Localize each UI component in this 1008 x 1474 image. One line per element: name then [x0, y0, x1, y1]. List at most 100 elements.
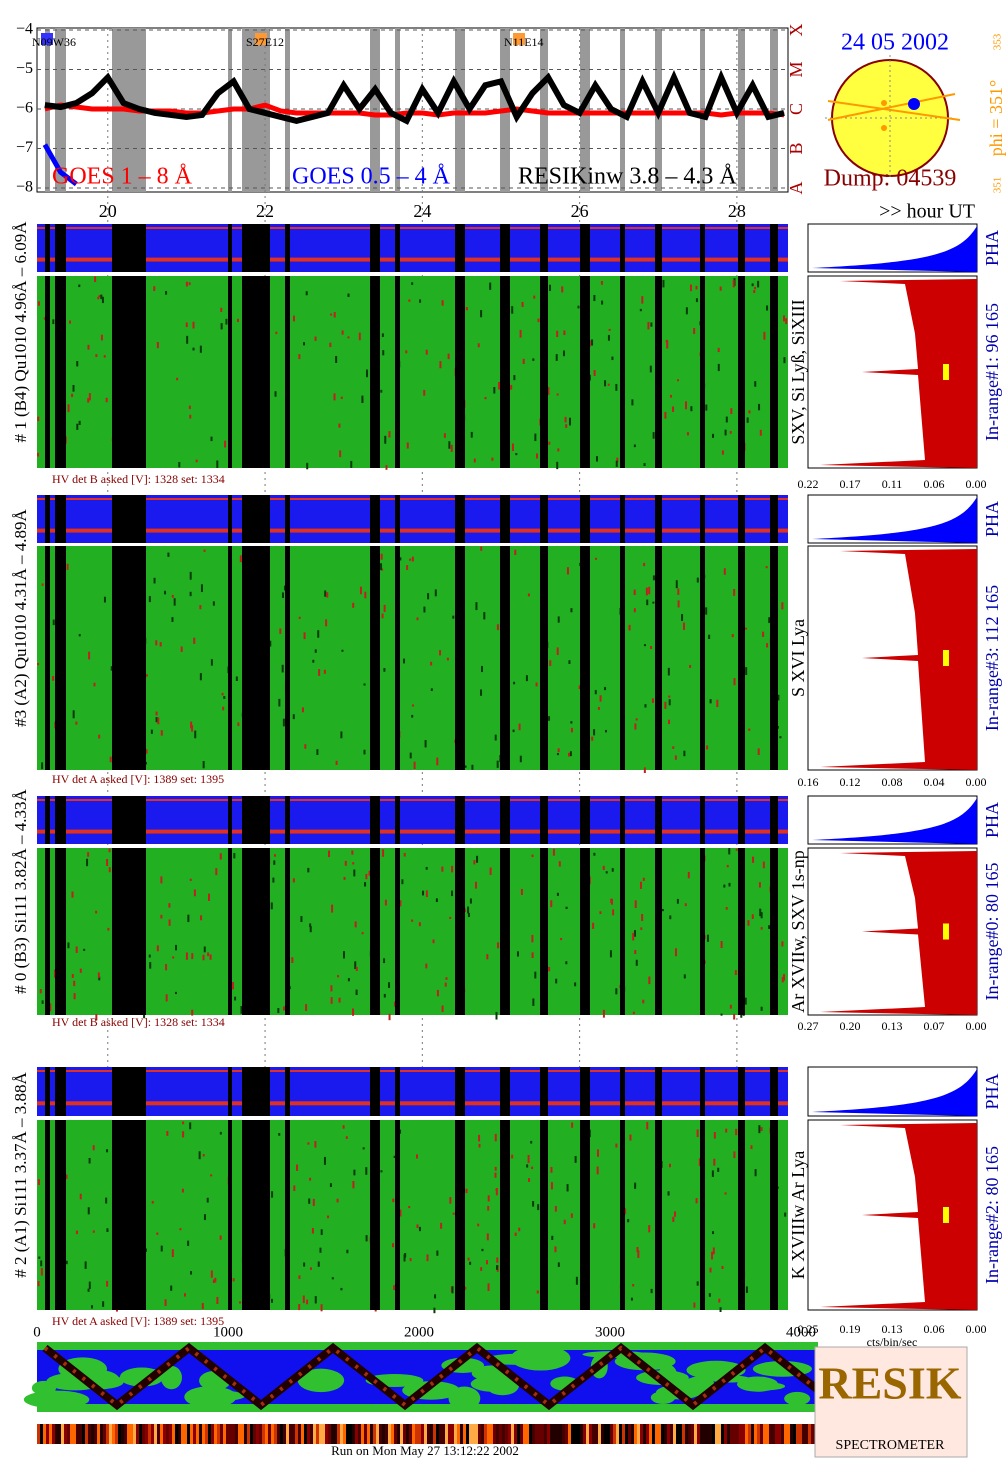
- noise-dot: [696, 577, 699, 583]
- color-strip: [202, 1424, 205, 1444]
- spectrum-tick-label: 0.16: [798, 775, 819, 789]
- noise-dot: [303, 342, 306, 346]
- noise-dot: [605, 729, 608, 733]
- gap-bar: [655, 848, 662, 1015]
- noise-dot: [484, 396, 487, 400]
- color-strip: [442, 1424, 445, 1444]
- noise-dot: [733, 1013, 736, 1020]
- spectrum-tick-label: 0.22: [798, 477, 819, 491]
- noise-dot: [478, 1143, 481, 1148]
- color-strip: [331, 1424, 334, 1444]
- noise-dot: [487, 1283, 490, 1292]
- noise-dot: [693, 327, 696, 335]
- spectrogram: [37, 848, 788, 1015]
- gap-bar: [655, 276, 662, 468]
- noise-dot: [193, 889, 196, 897]
- gap-bar: [395, 796, 400, 844]
- noise-dot: [361, 932, 364, 935]
- noise-dot: [634, 1182, 637, 1189]
- noise-dot: [78, 420, 81, 425]
- strip: [37, 796, 788, 844]
- noise-dot: [392, 1198, 395, 1203]
- noise-dot: [550, 900, 553, 908]
- color-strip: [223, 1424, 226, 1444]
- bottom-tick-label: 4000: [786, 1324, 816, 1340]
- color-strip: [706, 1424, 709, 1444]
- gap-bar: [540, 1120, 548, 1310]
- noise-dot: [388, 982, 391, 989]
- noise-dot: [498, 381, 501, 390]
- noise-dot: [713, 1158, 716, 1166]
- noise-dot: [399, 1209, 402, 1217]
- noise-dot: [103, 355, 106, 358]
- noise-dot: [41, 583, 44, 586]
- noise-dot: [38, 1256, 41, 1259]
- noise-dot: [312, 1198, 315, 1207]
- noise-dot: [165, 964, 168, 971]
- noise-dot: [729, 1004, 732, 1009]
- region-marker: [513, 33, 525, 45]
- noise-dot: [478, 1134, 481, 1142]
- noise-dot: [748, 728, 751, 731]
- y-tick-label: −4: [16, 21, 33, 38]
- gap-bar: [45, 495, 50, 543]
- noise-dot: [662, 908, 665, 912]
- noise-dot: [687, 871, 690, 879]
- gap-bar: [738, 848, 745, 1015]
- gap-bar: [540, 848, 548, 1015]
- gap-bar: [770, 546, 778, 770]
- noise-dot: [759, 429, 762, 436]
- noise-dot: [677, 588, 680, 595]
- gap-bar: [738, 796, 745, 844]
- noise-dot: [491, 457, 494, 461]
- noise-dot: [216, 460, 219, 469]
- gap-bar: [242, 796, 270, 844]
- gap-bar: [228, 848, 232, 1015]
- noise-dot: [610, 898, 613, 905]
- noise-dot: [238, 1301, 241, 1304]
- noise-dot: [355, 989, 358, 996]
- x-axis-label: >> hour UT: [879, 201, 975, 223]
- gap-bar: [655, 546, 662, 770]
- noise-dot: [530, 1140, 533, 1144]
- noise-dot: [408, 299, 411, 302]
- gap-band: [455, 28, 465, 192]
- noise-dot: [309, 926, 312, 933]
- noise-dot: [319, 1247, 322, 1253]
- noise-dot: [416, 1224, 419, 1229]
- noise-dot: [717, 1167, 720, 1172]
- noise-dot: [706, 934, 709, 942]
- noise-dot: [309, 923, 312, 928]
- noise-dot: [173, 598, 176, 606]
- color-strip: [616, 1424, 619, 1444]
- color-strip: [652, 1424, 655, 1444]
- x-tick-label: 28: [728, 201, 746, 221]
- noise-dot: [709, 1267, 712, 1273]
- noise-dot: [633, 930, 636, 937]
- noise-dot: [37, 301, 40, 306]
- color-strip: [508, 1424, 511, 1444]
- noise-dot: [399, 557, 402, 561]
- noise-dot: [304, 744, 307, 749]
- bottom-tick-label: 3000: [595, 1324, 625, 1340]
- noise-dot: [577, 305, 580, 309]
- noise-dot: [175, 944, 178, 951]
- noise-dot: [335, 760, 338, 765]
- noise-dot: [681, 614, 684, 621]
- noise-dot: [87, 1207, 90, 1215]
- noise-dot: [191, 1009, 194, 1016]
- color-strip: [418, 1424, 421, 1444]
- noise-dot: [75, 946, 78, 953]
- color-strip: [118, 1424, 121, 1444]
- noise-dot: [758, 882, 761, 888]
- noise-dot: [720, 941, 723, 949]
- noise-dot: [512, 729, 515, 733]
- noise-dot: [721, 1265, 724, 1270]
- noise-dot: [635, 959, 638, 966]
- color-strip: [436, 1424, 439, 1444]
- series-line: [42, 143, 78, 187]
- noise-dot: [164, 1299, 167, 1306]
- noise-dot: [561, 286, 564, 293]
- color-strip: [286, 1424, 289, 1444]
- noise-dot: [67, 942, 70, 949]
